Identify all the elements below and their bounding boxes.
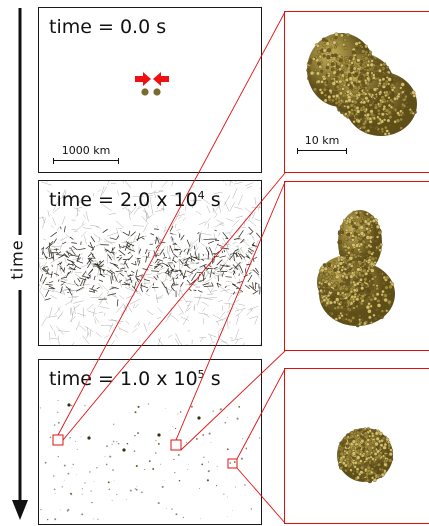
zoom-box-1: 10 km bbox=[284, 11, 429, 173]
scalebar-10km: 10 km bbox=[297, 134, 347, 154]
panel-reaccumulated-time: time = 1.0 x 105 s bbox=[49, 368, 221, 390]
body-right-dot bbox=[153, 88, 161, 96]
panel-initial: time = 0.0 s 1000 km bbox=[38, 7, 262, 173]
debris-field bbox=[39, 181, 261, 345]
panel-initial-time: time = 0.0 s bbox=[49, 16, 167, 38]
aggregate-body-1 bbox=[306, 32, 417, 136]
reaccumulated-field bbox=[39, 399, 261, 521]
velocity-arrow-left-icon bbox=[153, 72, 169, 86]
body-left-dot bbox=[141, 88, 149, 96]
aggregate-body-2 bbox=[317, 210, 395, 328]
time-axis-arrow bbox=[12, 8, 28, 520]
panel-debris: time = 2.0 x 104 s bbox=[38, 180, 262, 346]
zoom-box-3 bbox=[284, 368, 429, 524]
velocity-arrow-right-icon bbox=[135, 72, 151, 86]
panel-reaccumulated: time = 1.0 x 105 s bbox=[38, 359, 262, 525]
zoom-box-2 bbox=[284, 181, 429, 351]
scalebar-1000km: 1000 km bbox=[53, 144, 119, 164]
aggregate-body-3 bbox=[337, 427, 394, 484]
panel-debris-time: time = 2.0 x 104 s bbox=[49, 189, 221, 211]
initial-bodies bbox=[135, 72, 169, 96]
